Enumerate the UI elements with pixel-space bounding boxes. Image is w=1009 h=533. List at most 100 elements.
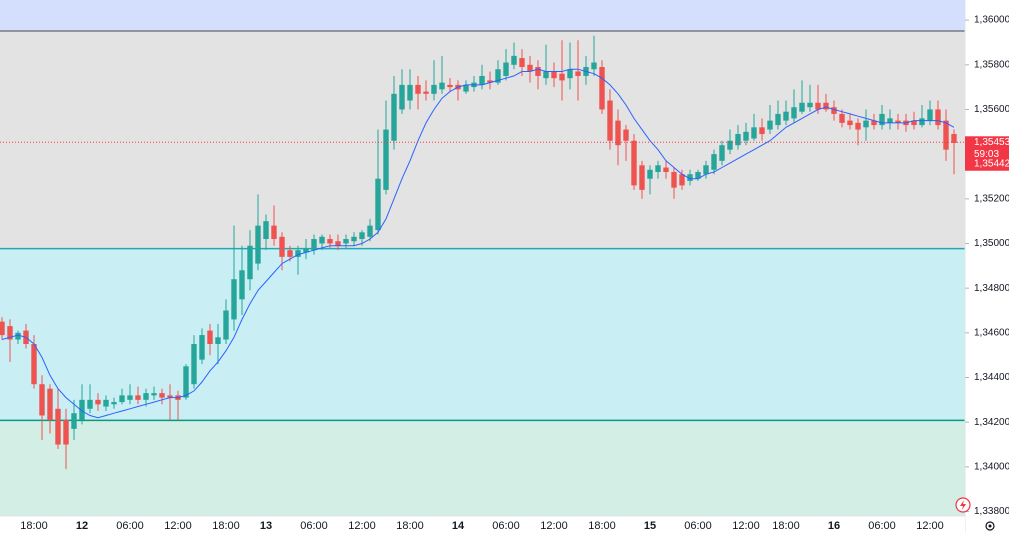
x-tick-label: 18:00 — [20, 520, 48, 532]
candle-body — [463, 84, 469, 92]
candle-body — [527, 64, 533, 72]
candle-body — [103, 399, 109, 407]
x-tick-label: 06:00 — [300, 520, 328, 532]
plot — [0, 35, 965, 470]
candle-body — [543, 71, 549, 79]
candle-body — [183, 366, 189, 398]
y-tick-label: 1,33800 — [974, 506, 1009, 517]
candle-body — [47, 388, 53, 420]
candle-body — [727, 140, 733, 150]
candle-body — [823, 102, 829, 110]
candle-body — [87, 399, 93, 409]
candle-body — [815, 102, 821, 110]
candle-body — [135, 395, 141, 400]
candle-body — [415, 84, 421, 94]
candle-body — [391, 93, 397, 141]
candle-body — [831, 107, 837, 114]
candle-body — [63, 419, 69, 445]
candle-body — [263, 221, 269, 240]
candle-body — [343, 239, 349, 244]
candle-body — [0, 321, 5, 336]
candle-body — [271, 225, 277, 240]
candle-body — [783, 111, 789, 121]
y-tick-label: 1,35600 — [974, 104, 1009, 115]
candle-body — [279, 236, 285, 257]
current-price-box — [965, 136, 1009, 162]
axes: 1,360001,358001,356001,354001,352001,350… — [20, 15, 1009, 532]
candle-body — [879, 113, 885, 126]
candle-body — [479, 75, 485, 85]
candle-body — [295, 250, 301, 257]
x-tick-label: 06:00 — [492, 520, 520, 532]
candle-body — [735, 134, 741, 146]
candle-body — [95, 399, 101, 405]
candle-body — [439, 82, 445, 90]
candle-body — [111, 402, 117, 405]
candle-body — [759, 127, 765, 135]
y-tick-label: 1,34400 — [974, 372, 1009, 383]
candle-body — [711, 154, 717, 170]
candle-body — [951, 134, 957, 143]
candle-body — [335, 241, 341, 246]
candle-body — [39, 384, 45, 416]
x-tick-label: 06:00 — [116, 520, 144, 532]
candle-body — [255, 225, 261, 264]
x-tick-label: 18:00 — [588, 520, 616, 532]
candle-body — [327, 239, 333, 244]
candle-body — [375, 178, 381, 231]
candle-body — [231, 279, 237, 320]
candle-body — [623, 129, 629, 141]
candle-body — [495, 69, 501, 83]
candle-body — [911, 120, 917, 126]
candle-body — [639, 165, 645, 190]
second-price-box — [965, 157, 1009, 171]
candle-body — [943, 120, 949, 150]
candle-body — [223, 310, 229, 340]
y-tick-label: 1,34200 — [974, 417, 1009, 428]
candle-body — [935, 109, 941, 126]
y-tick-label: 1,34800 — [974, 283, 1009, 294]
candle-body — [215, 337, 221, 344]
candle-body — [399, 84, 405, 110]
candle-body — [159, 393, 165, 398]
candle-body — [687, 174, 693, 181]
candle-body — [447, 84, 453, 88]
candle-body — [151, 393, 157, 396]
candle-body — [511, 55, 517, 65]
candle-body — [119, 395, 125, 403]
x-tick-label: 18:00 — [772, 520, 800, 532]
candle-body — [15, 332, 21, 340]
candle-body — [775, 113, 781, 126]
candle-body — [239, 270, 245, 300]
candle-body — [519, 58, 525, 68]
candle-body — [751, 127, 757, 139]
settings-icon[interactable] — [985, 521, 995, 531]
y-tick-label: 1,35200 — [974, 193, 1009, 204]
candle-body — [591, 62, 597, 70]
alert-icon[interactable] — [955, 497, 971, 513]
candle-body — [927, 109, 933, 121]
candle-body — [487, 80, 493, 83]
candle-body — [655, 165, 661, 172]
y-tick-label: 1,34600 — [974, 327, 1009, 338]
candle-body — [367, 225, 373, 237]
y-tick-label: 1,35800 — [974, 59, 1009, 70]
candle-body — [71, 413, 77, 429]
zone — [0, 0, 965, 32]
candle-body — [503, 62, 509, 76]
zone — [0, 31, 965, 249]
candle-body — [143, 393, 149, 400]
candle-body — [383, 129, 389, 190]
candle-body — [919, 118, 925, 126]
candle-body — [631, 140, 637, 186]
candle-body — [799, 102, 805, 112]
x-tick-label: 06:00 — [684, 520, 712, 532]
candle-body — [647, 169, 653, 179]
countdown-label: 59:03 — [974, 149, 999, 160]
candle-body — [191, 344, 197, 385]
candle-body — [55, 408, 61, 445]
candle-body — [607, 100, 613, 141]
x-tick-label: 12:00 — [348, 520, 376, 532]
x-tick-label: 18:00 — [212, 520, 240, 532]
